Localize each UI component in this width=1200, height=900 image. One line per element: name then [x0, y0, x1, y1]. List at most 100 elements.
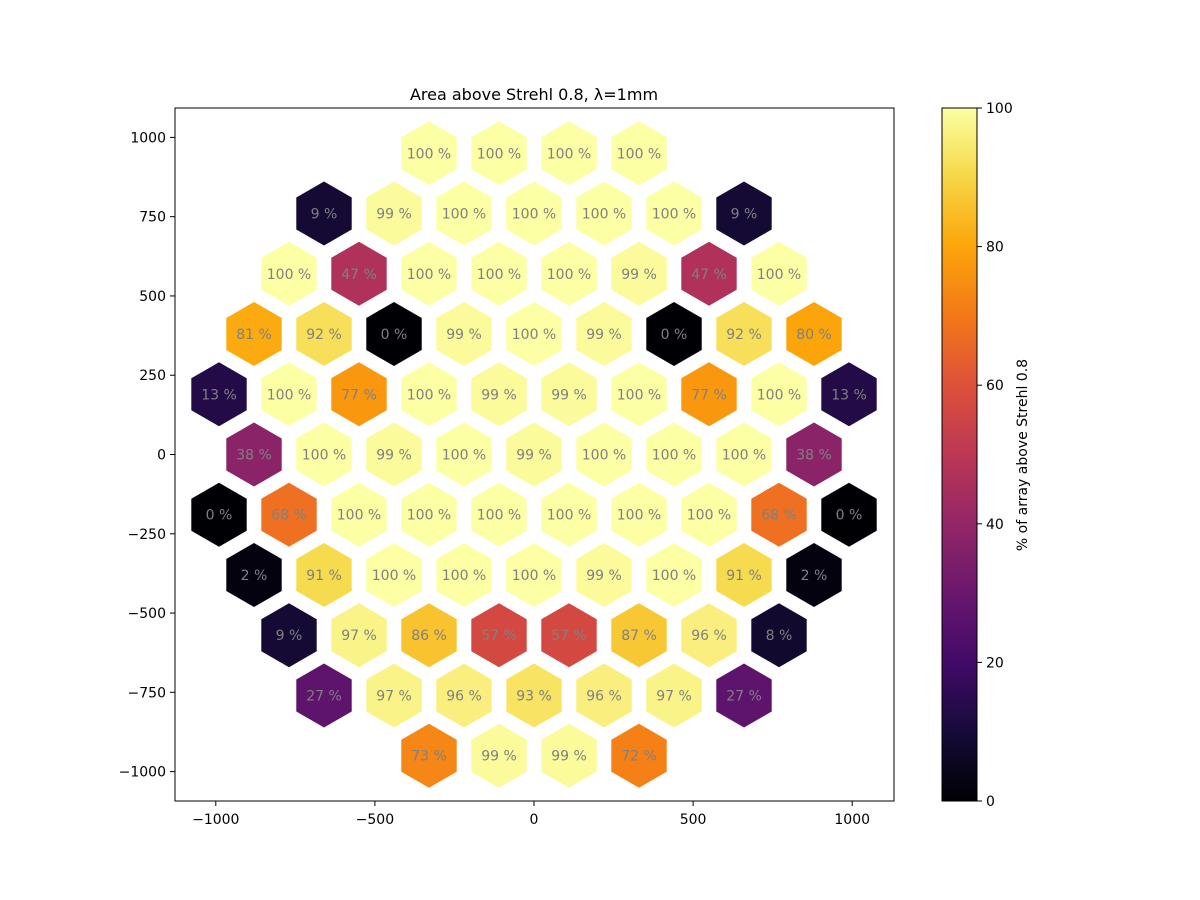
y-tick-label: 1000	[130, 130, 166, 146]
y-tick-label: 500	[139, 289, 166, 305]
hex-cell	[401, 603, 457, 668]
hex-cell-label: 100 %	[512, 327, 556, 343]
hex-cell-label: 13 %	[201, 387, 237, 403]
hex-cell	[541, 723, 597, 788]
y-tick-label: 250	[139, 368, 166, 384]
hex-cell	[646, 422, 702, 487]
hex-cell	[576, 543, 632, 607]
hex-cell-label: 2 %	[801, 568, 828, 584]
hex-cell	[611, 482, 667, 547]
hex-cell	[191, 482, 247, 547]
hex-cell-label: 8 %	[766, 628, 793, 644]
hex-cell	[751, 482, 807, 547]
hex-cell	[401, 482, 457, 547]
hex-cell	[401, 723, 457, 788]
hex-cell	[366, 302, 422, 366]
hex-cell-label: 100 %	[617, 508, 661, 524]
hex-cell-label: 100 %	[652, 448, 696, 464]
hex-cell-label: 100 %	[407, 146, 451, 162]
hex-cell-label: 0 %	[381, 327, 408, 343]
hex-cell-label: 99 %	[551, 387, 587, 403]
hex-cell	[436, 181, 492, 246]
colorbar: 0 20 40 60 80 100 % of array above Strehl 0.8	[941, 101, 1031, 810]
hex-cell	[576, 663, 632, 728]
hex-cell-label: 100 %	[442, 568, 486, 584]
hex-cell	[471, 482, 527, 547]
hex-cell-label: 100 %	[477, 146, 521, 162]
hex-cell-label: 100 %	[547, 146, 591, 162]
hex-cell	[751, 603, 807, 668]
hex-cell-label: 38 %	[236, 448, 272, 464]
hex-cell-label: 93 %	[516, 689, 552, 705]
hex-cell-label: 9 %	[311, 207, 338, 223]
hex-cell	[611, 723, 667, 788]
x-tick-label: 500	[680, 812, 707, 828]
hex-cell-label: 57 %	[551, 628, 587, 644]
hex-cell	[541, 121, 597, 186]
hex-cell-label: 27 %	[726, 689, 762, 705]
hex-cell	[331, 241, 387, 306]
hex-cell	[576, 302, 632, 366]
hex-cell	[436, 422, 492, 487]
x-tick-label: 0	[530, 812, 539, 828]
hex-cell	[541, 362, 597, 427]
hex-cell-label: 0 %	[836, 508, 863, 524]
hex-cell-label: 2 %	[241, 568, 268, 584]
hex-cell-label: 92 %	[726, 327, 762, 343]
hex-cell-label: 57 %	[481, 628, 517, 644]
hex-cell-label: 100 %	[757, 387, 801, 403]
hex-cell	[821, 362, 877, 427]
hex-cell-label: 47 %	[341, 267, 377, 283]
hex-cell-label: 100 %	[267, 387, 311, 403]
hex-cell-label: 100 %	[372, 568, 416, 584]
hex-cell-label: 99 %	[376, 448, 412, 464]
hex-cell-label: 100 %	[757, 267, 801, 283]
hex-cell-label: 100 %	[267, 267, 311, 283]
hex-cell-label: 100 %	[442, 207, 486, 223]
hex-cell	[611, 603, 667, 668]
hex-cell-label: 100 %	[547, 267, 591, 283]
hex-cell	[681, 241, 737, 306]
hex-cell	[471, 723, 527, 788]
hex-cell-label: 80 %	[796, 327, 832, 343]
hex-cell-label: 100 %	[302, 448, 346, 464]
hex-cell	[506, 422, 562, 487]
hex-cell-label: 91 %	[726, 568, 762, 584]
plot-area: 100 % 100 % 100 % 100 % 9 % 99 % 100 % 100 % 100…	[174, 107, 895, 802]
hex-cell	[716, 302, 772, 366]
hex-cell	[716, 543, 772, 607]
hex-cell-label: 13 %	[831, 387, 867, 403]
colorbar-tick-label: 0	[986, 794, 995, 810]
hex-cell	[646, 543, 702, 607]
hex-cell-label: 99 %	[376, 207, 412, 223]
hex-cell-label: 9 %	[731, 207, 758, 223]
hex-cell-label: 99 %	[516, 448, 552, 464]
y-tick-label: −500	[128, 606, 166, 622]
hex-cell-label: 0 %	[206, 508, 233, 524]
x-tick-label: −1000	[192, 812, 239, 828]
hex-cell	[296, 422, 352, 487]
hex-cell	[681, 603, 737, 668]
hex-cell-label: 100 %	[617, 387, 661, 403]
hex-cell-label: 96 %	[446, 689, 482, 705]
colorbar-ticks: 0 20 40 60 80 100	[977, 101, 1013, 810]
hex-cell-label: 0 %	[661, 327, 688, 343]
hex-cell	[506, 663, 562, 728]
hex-cell	[331, 482, 387, 547]
hex-cell-label: 87 %	[621, 628, 657, 644]
hex-cell	[716, 181, 772, 246]
hex-cell-label: 97 %	[376, 689, 412, 705]
hex-cell-label: 100 %	[652, 568, 696, 584]
hex-cell-label: 97 %	[656, 689, 692, 705]
hex-cell-label: 99 %	[446, 327, 482, 343]
hex-cell	[506, 302, 562, 366]
hex-cell	[576, 422, 632, 487]
hex-cell-label: 92 %	[306, 327, 342, 343]
hex-cell-label: 100 %	[722, 448, 766, 464]
hex-grid: 100 % 100 % 100 % 100 % 9 % 99 % 100 % 100 % 100…	[191, 121, 877, 788]
hex-cell	[786, 422, 842, 487]
hex-cell-label: 86 %	[411, 628, 447, 644]
hex-cell-label: 100 %	[512, 207, 556, 223]
hex-cell	[786, 543, 842, 607]
hex-cell-label: 96 %	[691, 628, 727, 644]
